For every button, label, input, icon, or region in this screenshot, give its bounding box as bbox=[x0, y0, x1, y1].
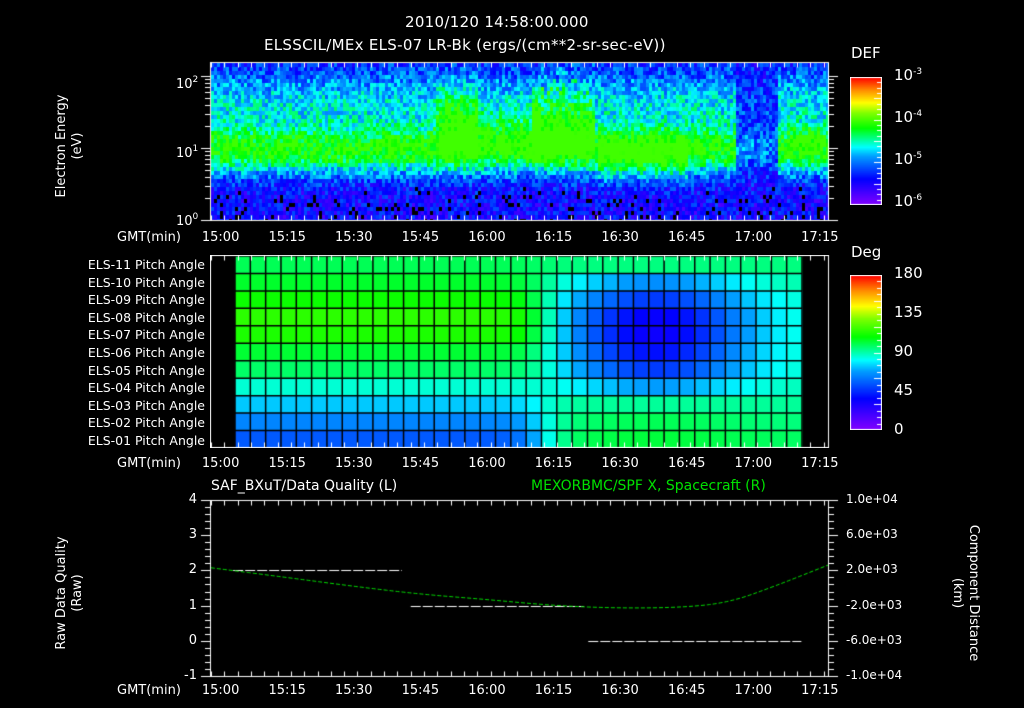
quality-ytick-right: 1.0e+04 bbox=[846, 492, 898, 506]
pitch-row-label: ELS-08 Pitch Angle bbox=[87, 309, 205, 325]
pitch-row-label: ELS-07 Pitch Angle bbox=[87, 327, 205, 343]
time-tick-label: 15:30 bbox=[335, 456, 373, 471]
pitch-row-label: ELS-01 Pitch Angle bbox=[87, 433, 205, 448]
pitch-row-label: ELS-03 Pitch Angle bbox=[87, 397, 205, 413]
def-cb-tick: 10-5 bbox=[894, 150, 923, 168]
quality-canvas bbox=[0, 478, 1024, 708]
time-tick-label: 15:30 bbox=[335, 683, 373, 698]
deg-colorbar bbox=[850, 275, 882, 430]
time-tick-label: 15:15 bbox=[268, 683, 306, 698]
time-tick-label: 16:15 bbox=[534, 456, 573, 471]
def-cb-tick: 10-4 bbox=[894, 108, 923, 126]
time-tick-label: 15:45 bbox=[401, 683, 440, 698]
pitch-row-label: ELS-02 Pitch Angle bbox=[87, 415, 205, 431]
deg-cb-tick: 0 bbox=[894, 420, 904, 438]
time-tick-label: 15:45 bbox=[401, 456, 440, 471]
time-tick-label: 15:00 bbox=[201, 683, 240, 698]
time-tick-label: 15:15 bbox=[268, 230, 306, 245]
time-tick-label: 16:00 bbox=[468, 456, 506, 471]
time-tick-label: 16:30 bbox=[601, 230, 639, 245]
deg-cb-tick: 90 bbox=[894, 342, 914, 360]
time-tick-label: 17:00 bbox=[734, 456, 772, 471]
def-cb-tick: 10-6 bbox=[894, 192, 923, 210]
def-cb-tick: 10-3 bbox=[894, 66, 923, 84]
pitch-row-label: ELS-05 Pitch Angle bbox=[87, 362, 205, 378]
time-tick-label: 16:15 bbox=[534, 230, 573, 245]
pitch-row-label: ELS-11 Pitch Angle bbox=[87, 257, 205, 272]
time-tick-label: 16:30 bbox=[601, 456, 639, 471]
time-tick-label: 17:15 bbox=[801, 683, 839, 698]
time-tick-label: 16:00 bbox=[468, 230, 506, 245]
quality-ytick-right: 6.0e+03 bbox=[846, 527, 898, 542]
time-tick-label: 17:00 bbox=[734, 230, 772, 245]
deg-cb-tick: 180 bbox=[894, 264, 923, 282]
pitch-row-label: ELS-09 Pitch Angle bbox=[87, 292, 205, 308]
deg-colorbar-title: Deg bbox=[851, 243, 882, 261]
time-tick-label: 16:45 bbox=[667, 683, 706, 698]
time-tick-label: 16:15 bbox=[534, 683, 573, 698]
deg-cb-tick: 135 bbox=[894, 303, 923, 321]
time-tick-label: 17:00 bbox=[734, 683, 772, 698]
quality-ylabel-right: Component Distance (km) bbox=[950, 524, 981, 662]
quality-ytick-right: 2.0e+03 bbox=[846, 562, 898, 577]
pitch-row-label: ELS-10 Pitch Angle bbox=[87, 274, 205, 290]
pitch-row-label: ELS-06 Pitch Angle bbox=[87, 345, 205, 360]
time-tick-label: 16:30 bbox=[601, 683, 639, 698]
time-tick-label: 17:15 bbox=[801, 230, 839, 245]
time-axis-label: GMT(min) bbox=[117, 683, 181, 698]
deg-cb-tick: 45 bbox=[894, 381, 914, 399]
time-tick-label: 16:00 bbox=[468, 683, 506, 698]
quality-ytick-right: -1.0e+04 bbox=[846, 668, 903, 682]
quality-ytick-right: -6.0e+03 bbox=[846, 632, 903, 647]
quality-ytick-right: -2.0e+03 bbox=[846, 597, 903, 612]
time-tick-label: 15:00 bbox=[201, 456, 240, 471]
def-colorbar-title: DEF bbox=[851, 44, 881, 62]
time-axis-label: GMT(min) bbox=[117, 230, 181, 245]
def-colorbar bbox=[850, 77, 882, 205]
pitch-row-label: ELS-04 Pitch Angle bbox=[87, 380, 205, 396]
time-tick-label: 17:15 bbox=[801, 456, 839, 471]
time-tick-label: 15:00 bbox=[201, 230, 240, 245]
time-tick-label: 16:45 bbox=[667, 456, 706, 471]
pitch-angle-canvas bbox=[210, 255, 830, 448]
time-axis-label: GMT(min) bbox=[117, 456, 181, 471]
time-tick-label: 16:45 bbox=[667, 230, 706, 245]
time-tick-label: 15:30 bbox=[335, 230, 373, 245]
time-tick-label: 15:45 bbox=[401, 230, 440, 245]
time-tick-label: 15:15 bbox=[268, 456, 306, 471]
